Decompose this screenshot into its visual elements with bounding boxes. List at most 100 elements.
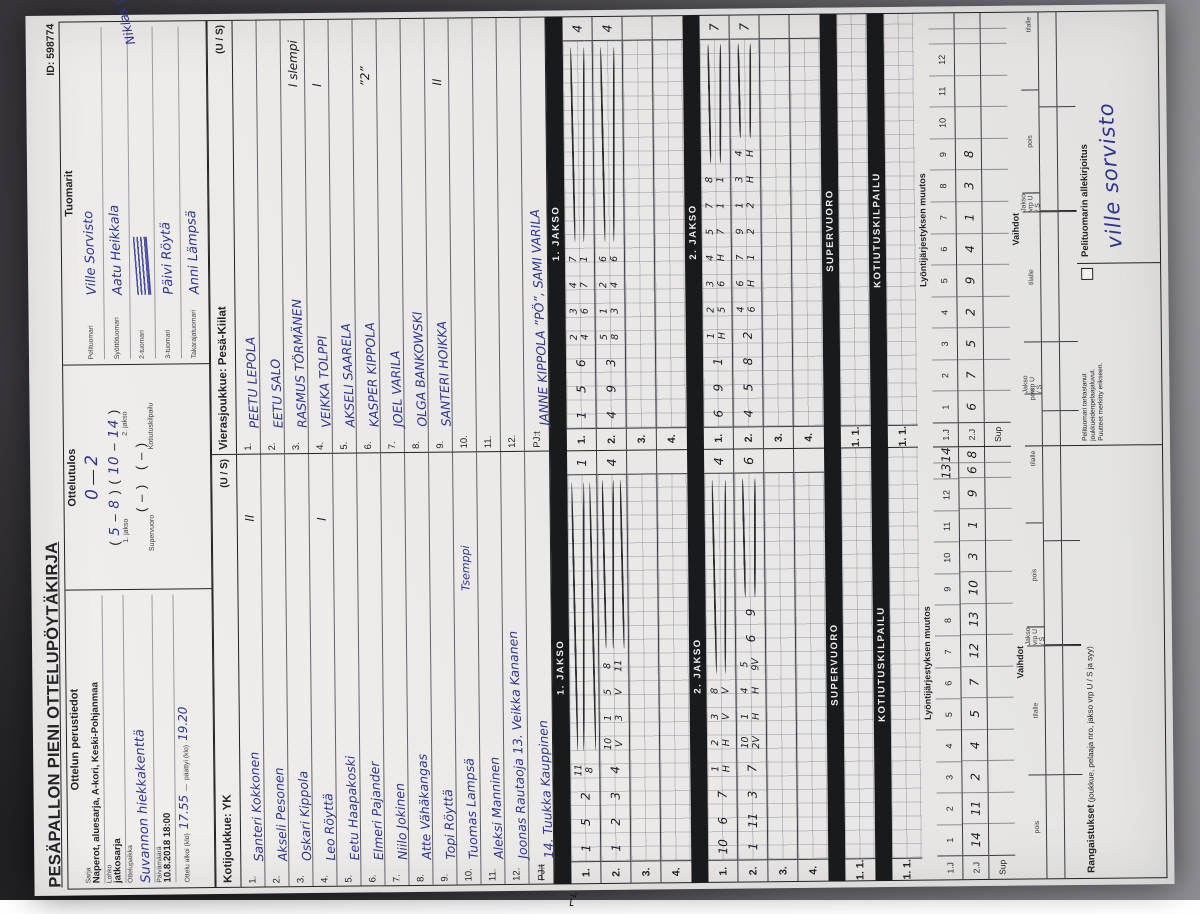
score-pair-bottom: 1	[716, 177, 727, 183]
batting-order-extra-cell	[954, 13, 979, 28]
score-pair-top: 1	[603, 715, 614, 721]
score-cells	[623, 40, 656, 427]
signature-label: Pelituomarin allekirjoitus	[1078, 18, 1092, 257]
batting-order-cell: 5	[936, 698, 961, 730]
substitutions-empty-cell	[1041, 211, 1059, 341]
away-us-header: (U / S)	[214, 25, 225, 54]
player-us-mark: ”2”	[357, 22, 372, 86]
batting-order-cell	[981, 106, 1007, 138]
home-team-name: Kotijoukkue: YK	[222, 794, 235, 883]
score-row: 3.	[627, 450, 662, 882]
score-mark: 3	[609, 783, 621, 809]
batting-order-cell: 8	[956, 138, 981, 170]
stroke-zone	[734, 475, 764, 599]
player-number: 4.	[319, 861, 330, 883]
match-info-header: Ottelun perustiedot	[67, 596, 82, 884]
player-number: 11.	[483, 426, 494, 448]
score-mark: 1	[610, 835, 622, 861]
score-pair-top: 7	[569, 256, 580, 262]
batting-order-cell: 3	[932, 328, 957, 360]
player-number: 10.	[463, 859, 474, 881]
scribbled-out-name	[133, 237, 152, 295]
score-pair-top: 10	[741, 736, 752, 748]
batting-order-cell	[985, 477, 1011, 509]
batting-order-cell: 4	[962, 729, 987, 761]
player-name: Tuomas Lampsä	[454, 591, 481, 860]
player-number: 6.	[367, 860, 378, 882]
referee-name: Aatu Heikkala	[107, 205, 126, 296]
stroke-zone	[627, 476, 660, 860]
extra-row-label: 1. 1.	[888, 425, 918, 447]
score-pair-bottom: 8	[585, 767, 596, 773]
substitutions-empty-cell	[1044, 540, 1062, 644]
score-row-end: 6	[734, 449, 763, 473]
batting-order-cell: 1	[960, 508, 985, 540]
batting-order-value: 14	[969, 832, 983, 847]
substitutions-col-label: Jakso vrp U / S	[1027, 626, 1044, 645]
referee-signature: ville sorvisto	[1094, 102, 1127, 249]
stroke-zone	[730, 41, 760, 140]
player-number: 2.	[267, 428, 278, 450]
player-name	[479, 85, 494, 426]
batting-order-cell	[984, 327, 1010, 359]
score-pair-top: 2	[706, 307, 717, 313]
batting-order-cell: 7	[961, 666, 986, 698]
batting-order-cell: 9	[930, 138, 955, 170]
score-pair-top: 1	[599, 308, 610, 314]
batting-order-cell: 2	[932, 359, 957, 391]
batting-order-cell: 9	[959, 477, 984, 509]
batting-order-row-label: 2.J	[959, 422, 984, 446]
score-pair-top: 3	[735, 176, 746, 182]
score-pair-bottom: H	[751, 713, 762, 720]
substitutions-empty-cell	[1039, 106, 1057, 210]
substitutions-empty-cell	[1056, 0, 1075, 106]
batting-order-extra-cell	[955, 28, 980, 43]
batting-order-value: 3	[966, 552, 980, 560]
score-pair-bottom: 11	[614, 660, 625, 672]
batting-order-value: 10	[966, 580, 980, 595]
score-mark: 10	[717, 834, 729, 860]
player-us-mark	[417, 456, 418, 520]
pen-stroke	[719, 44, 721, 164]
score-mark: 2	[609, 809, 621, 835]
score-pair-bottom: H	[716, 254, 727, 261]
referee-role-label: Syöttötuomari	[113, 295, 121, 359]
player-name	[455, 86, 470, 427]
score-row-end	[657, 450, 687, 474]
score-mark: 6	[744, 625, 756, 651]
score-pair-top: 3	[710, 714, 721, 720]
score-row: 4.	[657, 450, 692, 882]
player-number: 5.	[339, 428, 350, 450]
player-number: 11.	[487, 859, 498, 881]
score-pair-bottom: H	[747, 280, 758, 287]
score-pair-top: 8	[710, 688, 721, 694]
extra-row-label: 1. 1.	[841, 425, 871, 447]
score-pair-top: 1	[735, 202, 746, 208]
score-cells	[794, 473, 828, 859]
player-number: 7.	[387, 427, 398, 449]
away-team-name: Vierasjoukkue: Pesä-Kiilat	[216, 306, 230, 450]
batting-order-cell: 6	[931, 233, 956, 265]
player-us-mark: II	[429, 22, 444, 86]
batting-order-cell: 4	[936, 730, 961, 762]
